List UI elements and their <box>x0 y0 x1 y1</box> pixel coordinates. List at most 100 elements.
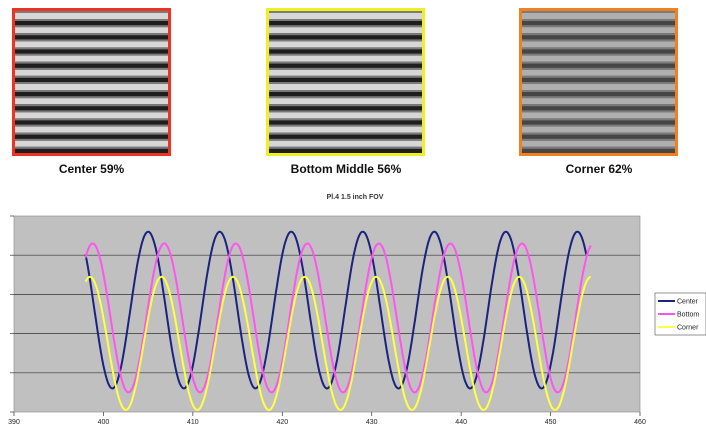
light-stripe <box>522 140 675 147</box>
stripe-edge <box>522 118 675 121</box>
stripe-edge <box>522 138 675 141</box>
corner-caption: Corner 62% <box>565 162 633 176</box>
stripe-edge <box>522 96 675 99</box>
light-stripe <box>269 69 422 76</box>
stripe-edge <box>522 19 675 21</box>
stripe-edge <box>522 61 675 64</box>
stripe-edge <box>15 19 168 21</box>
light-stripe <box>15 98 168 105</box>
stripe-edge <box>15 118 168 121</box>
stripe-edge <box>15 96 168 99</box>
stripe-edge <box>15 33 168 36</box>
stripe-edge <box>522 146 675 149</box>
stripe-edge <box>269 19 422 21</box>
stripe-edge <box>522 82 675 84</box>
x-tick-label: 390 <box>8 419 20 424</box>
corner-target-image <box>519 8 678 156</box>
x-tick-label: 420 <box>276 419 288 424</box>
light-stripe <box>522 98 675 105</box>
light-stripe <box>15 55 168 62</box>
light-stripe <box>269 126 422 133</box>
stripe-edge <box>269 61 422 64</box>
light-stripe <box>522 13 675 19</box>
light-stripe <box>269 98 422 105</box>
center-caption: Center 59% <box>58 162 125 176</box>
series-line-corner <box>84 275 592 411</box>
x-tick-label: 450 <box>545 419 557 424</box>
stripe-edge <box>522 33 675 36</box>
stripe-edge <box>269 67 422 70</box>
stripe-edge <box>15 25 168 28</box>
stripe-edge <box>269 75 422 78</box>
chart-title: Pl.4 1.5 inch FOV <box>327 194 384 201</box>
stripe-edge <box>15 110 168 113</box>
light-stripe <box>522 126 675 133</box>
stripe-edge <box>15 82 168 84</box>
stripe-edge <box>269 110 422 113</box>
stripe-edge <box>522 75 675 78</box>
stripe-edge <box>15 124 168 127</box>
stripe-edge <box>269 96 422 99</box>
light-stripe <box>15 84 168 90</box>
stripe-edge <box>269 82 422 84</box>
light-stripe <box>269 27 422 34</box>
stripe-edge <box>522 47 675 50</box>
stripe-edge <box>15 47 168 50</box>
stripe-edge <box>269 39 422 42</box>
light-stripe <box>522 55 675 62</box>
stripe-edge <box>522 132 675 135</box>
bottom-middle-target-image <box>266 8 425 156</box>
center-target-image <box>12 8 171 156</box>
light-stripe <box>269 13 422 19</box>
light-stripe <box>269 84 422 90</box>
light-stripe <box>269 112 422 119</box>
light-stripe <box>15 126 168 133</box>
series-line-bottom <box>84 242 592 394</box>
stripe-edge <box>269 138 422 141</box>
stripe-edge <box>522 11 675 13</box>
light-stripe <box>522 112 675 119</box>
legend-label: Center <box>677 299 699 306</box>
light-stripe <box>522 27 675 34</box>
series-line-center <box>84 230 588 390</box>
stripe-edge <box>15 39 168 42</box>
light-stripe <box>15 13 168 19</box>
stripe-edge <box>522 124 675 127</box>
light-stripe <box>15 140 168 147</box>
x-tick-label: 410 <box>187 419 199 424</box>
stripe-edge <box>522 53 675 56</box>
x-tick-label: 430 <box>366 419 378 424</box>
stripe-edge <box>522 104 675 107</box>
stripe-edge <box>269 124 422 127</box>
stripe-edge <box>15 11 168 13</box>
light-stripe <box>269 55 422 62</box>
x-tick-label: 460 <box>634 419 646 424</box>
stripe-edge <box>15 132 168 135</box>
stripe-edge <box>269 11 422 13</box>
stripe-edge <box>522 25 675 28</box>
stripe-edge <box>269 132 422 135</box>
light-stripe <box>15 27 168 34</box>
stripe-edge <box>269 47 422 50</box>
light-stripe <box>15 69 168 76</box>
stripe-edge <box>269 146 422 149</box>
stripe-edge <box>15 67 168 70</box>
stripe-edge <box>269 118 422 121</box>
stripe-edge <box>15 104 168 107</box>
stripe-edge <box>522 90 675 92</box>
light-stripe <box>15 112 168 119</box>
x-tick-label: 440 <box>455 419 467 424</box>
stripe-edge <box>269 25 422 28</box>
x-tick-label: 400 <box>98 419 110 424</box>
stripe-edge <box>15 90 168 92</box>
stripe-edge <box>15 53 168 56</box>
light-stripe <box>269 41 422 48</box>
legend-label: Corner <box>677 325 699 332</box>
light-stripe <box>522 84 675 90</box>
stripe-edge <box>15 146 168 149</box>
stripe-edge <box>522 110 675 113</box>
light-stripe <box>15 41 168 48</box>
stripe-edge <box>269 53 422 56</box>
legend-label: Bottom <box>677 312 699 319</box>
stripe-edge <box>522 39 675 42</box>
